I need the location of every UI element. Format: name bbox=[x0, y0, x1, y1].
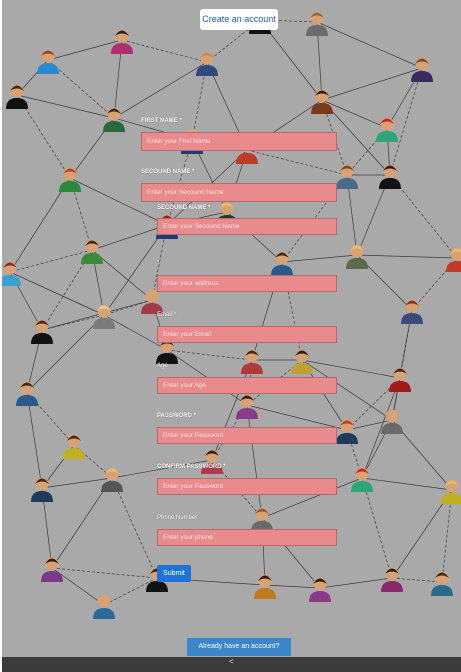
network-background-illustration bbox=[2, 0, 461, 657]
confirm-password-input[interactable] bbox=[157, 478, 337, 495]
email-input[interactable] bbox=[157, 326, 337, 343]
already-have-account-button[interactable]: Already have an account? bbox=[187, 638, 291, 656]
confirm-password-label: CONFIRM PASSWORD * bbox=[157, 464, 226, 470]
second-name-input-2[interactable] bbox=[157, 218, 337, 235]
password-label: PASSWORD * bbox=[157, 413, 196, 419]
second-name-label: SECOUND NAME * bbox=[141, 169, 195, 175]
submit-button[interactable]: Submit bbox=[157, 565, 191, 582]
social-network-people-icon bbox=[2, 9, 461, 619]
email-label: Email * bbox=[157, 312, 177, 318]
age-input[interactable] bbox=[157, 377, 337, 394]
first-name-input[interactable] bbox=[141, 132, 337, 151]
address-label: * bbox=[157, 260, 160, 266]
back-arrow-icon[interactable]: < bbox=[229, 657, 234, 666]
second-name-label-2: SECOUND NAME * bbox=[157, 205, 211, 211]
password-input[interactable] bbox=[157, 427, 337, 444]
bottom-bar bbox=[2, 657, 461, 672]
create-account-button[interactable]: Create an account bbox=[200, 9, 278, 30]
address-input[interactable] bbox=[157, 275, 337, 292]
phone-input[interactable] bbox=[157, 529, 337, 546]
second-name-input[interactable] bbox=[141, 183, 337, 202]
first-name-label: FIRST NAME * bbox=[141, 118, 182, 124]
phone-label: Phone Number bbox=[157, 515, 198, 521]
age-label: Age bbox=[157, 363, 168, 369]
